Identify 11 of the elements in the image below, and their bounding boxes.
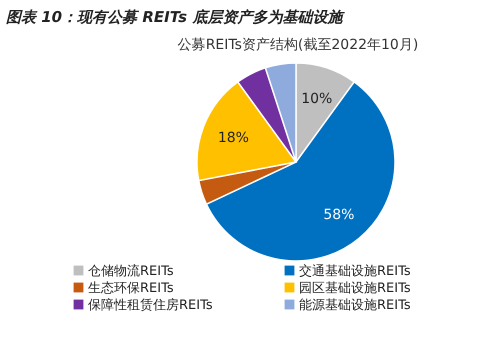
- legend-label: 园区基础设施REITs: [299, 281, 411, 296]
- chart-subtitle: 公募REITs资产结构(截至2022年10月): [178, 37, 418, 53]
- data-label: 18%: [218, 130, 249, 146]
- data-label: 58%: [323, 206, 354, 223]
- data-label: 10%: [301, 90, 332, 107]
- legend-label: 交通基础设施REITs: [299, 263, 411, 279]
- legend-label: 保障性租赁住房REITs: [88, 297, 213, 313]
- legend-label: 能源基础设施REITs: [299, 298, 411, 313]
- legend-label: 仓储物流REITs: [88, 263, 174, 279]
- legend-label: 生态环保REITs: [88, 281, 174, 296]
- chart-title: 图表 10：现有公募 REITs 底层资产多为基础设施: [6, 8, 346, 26]
